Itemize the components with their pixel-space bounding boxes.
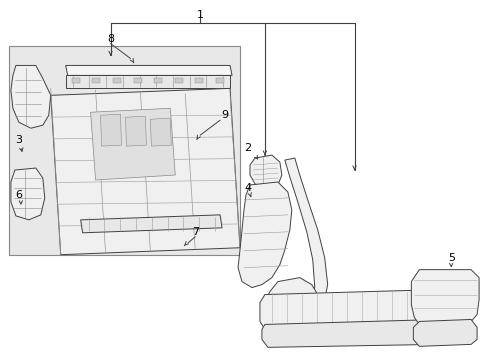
Polygon shape xyxy=(410,270,478,324)
Bar xyxy=(113,78,121,84)
Text: 5: 5 xyxy=(447,253,454,263)
Bar xyxy=(133,78,141,84)
Text: 4: 4 xyxy=(244,183,251,193)
Bar xyxy=(72,78,80,84)
Text: 8: 8 xyxy=(107,33,114,44)
Polygon shape xyxy=(11,66,51,128)
Polygon shape xyxy=(285,158,327,323)
Text: 2: 2 xyxy=(244,143,251,153)
Polygon shape xyxy=(90,108,175,180)
Polygon shape xyxy=(262,319,440,347)
Polygon shape xyxy=(249,155,281,188)
Polygon shape xyxy=(51,88,240,255)
Polygon shape xyxy=(81,215,222,233)
Bar xyxy=(92,78,100,84)
Bar xyxy=(175,78,183,84)
Text: 1: 1 xyxy=(196,10,203,20)
Polygon shape xyxy=(65,66,232,75)
Polygon shape xyxy=(150,118,171,146)
Polygon shape xyxy=(101,114,121,146)
Polygon shape xyxy=(65,75,229,88)
Bar xyxy=(9,45,240,255)
Polygon shape xyxy=(125,116,146,146)
Text: 3: 3 xyxy=(15,135,22,145)
Polygon shape xyxy=(412,319,476,346)
Polygon shape xyxy=(260,289,443,329)
Bar xyxy=(154,78,162,84)
Polygon shape xyxy=(11,168,45,220)
Bar xyxy=(216,78,224,84)
Polygon shape xyxy=(264,278,317,328)
Text: 6: 6 xyxy=(15,190,22,200)
Text: 9: 9 xyxy=(221,110,228,120)
Bar xyxy=(195,78,203,84)
Polygon shape xyxy=(238,182,291,288)
Text: 7: 7 xyxy=(191,227,198,237)
